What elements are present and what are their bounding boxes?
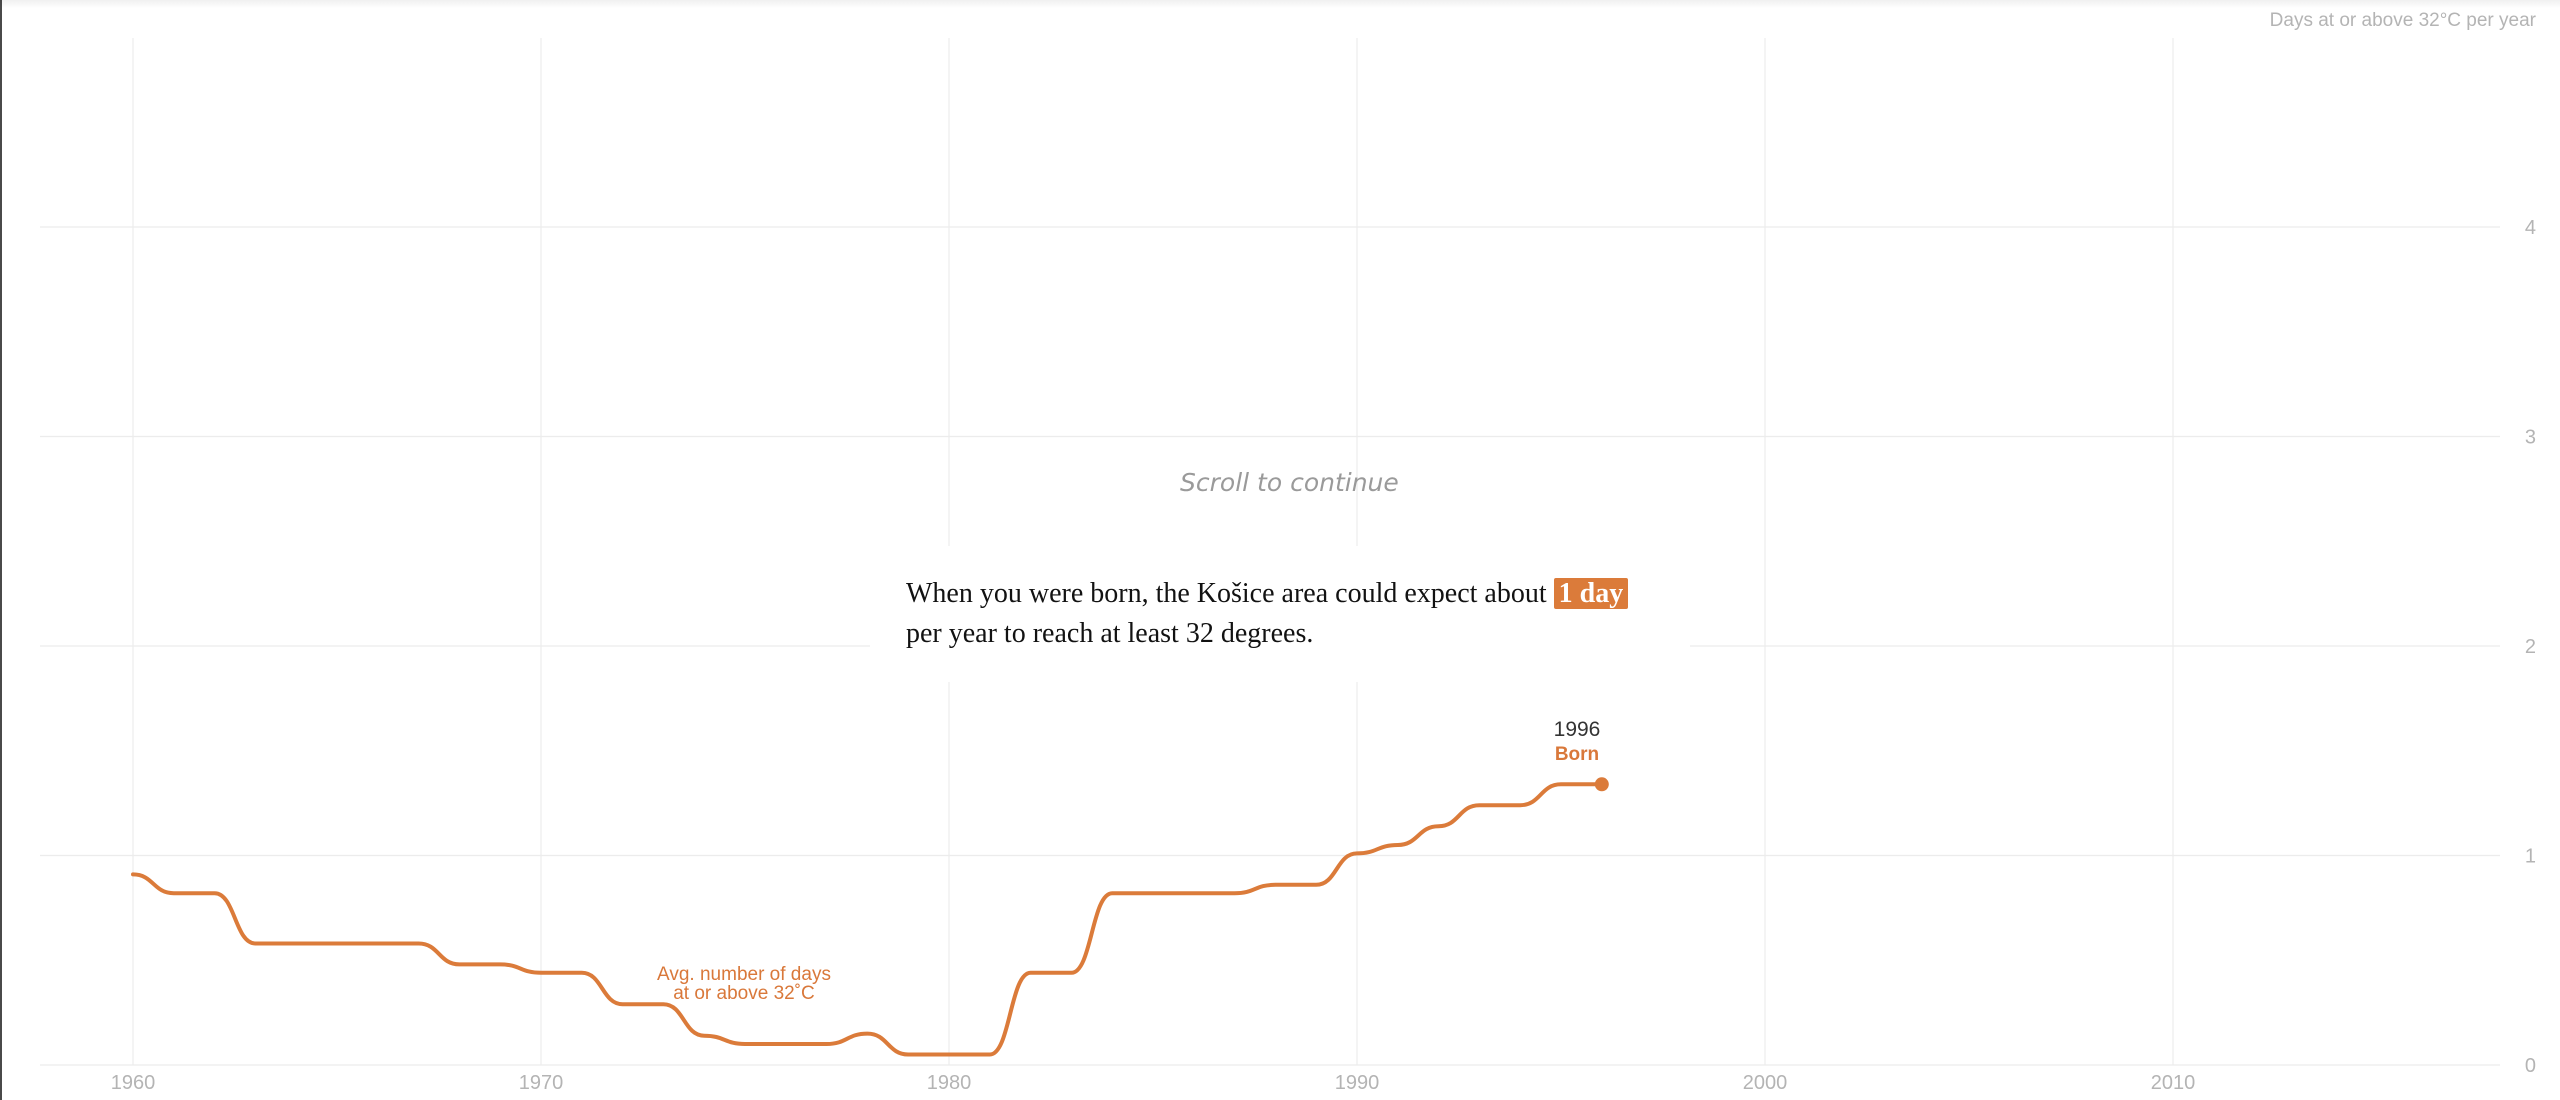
series-label-line2: at or above 32˚C (673, 983, 815, 1004)
narrative-card: When you were born, the Košice area coul… (870, 546, 1690, 682)
born-label: Born (1554, 744, 1600, 765)
y-axis-title: Days at or above 32°C per year (2269, 10, 2536, 31)
born-year-label: 1996 (1553, 718, 1601, 741)
x-tick-label: 1970 (519, 1072, 564, 1094)
grid-lines (40, 38, 2500, 1066)
axis-tick-labels: 1960 1970 1980 1990 2000 2010 0 1 2 3 4 (111, 217, 2536, 1094)
y-tick-label: 1 (2525, 846, 2536, 868)
x-tick-label: 2000 (1743, 1072, 1788, 1094)
y-tick-label: 4 (2525, 217, 2536, 239)
series-layer (131, 777, 1609, 1057)
series-line (131, 782, 1604, 1057)
top-shadow (0, 0, 2560, 8)
x-tick-label: 1990 (1335, 1072, 1380, 1094)
y-tick-label: 2 (2525, 636, 2536, 658)
x-tick-label: 1980 (927, 1072, 972, 1094)
left-edge-rule (0, 0, 2, 1100)
series-label-line1: Avg. number of days (657, 964, 831, 985)
y-tick-label: 0 (2525, 1055, 2536, 1077)
born-point-marker (1594, 777, 1609, 792)
narrative-suffix: per year to reach at least 32 degrees. (906, 618, 1314, 649)
series-label: Avg. number of days at or above 32˚C (624, 965, 864, 1003)
narrative-highlight: 1 day (1553, 578, 1629, 609)
y-tick-label: 3 (2525, 427, 2536, 449)
x-tick-label: 1960 (111, 1072, 156, 1094)
narrative-prefix: When you were born, the Košice area coul… (906, 578, 1547, 609)
x-tick-label: 2010 (2151, 1072, 2196, 1094)
scroll-hint: Scroll to continue (1180, 468, 1399, 497)
